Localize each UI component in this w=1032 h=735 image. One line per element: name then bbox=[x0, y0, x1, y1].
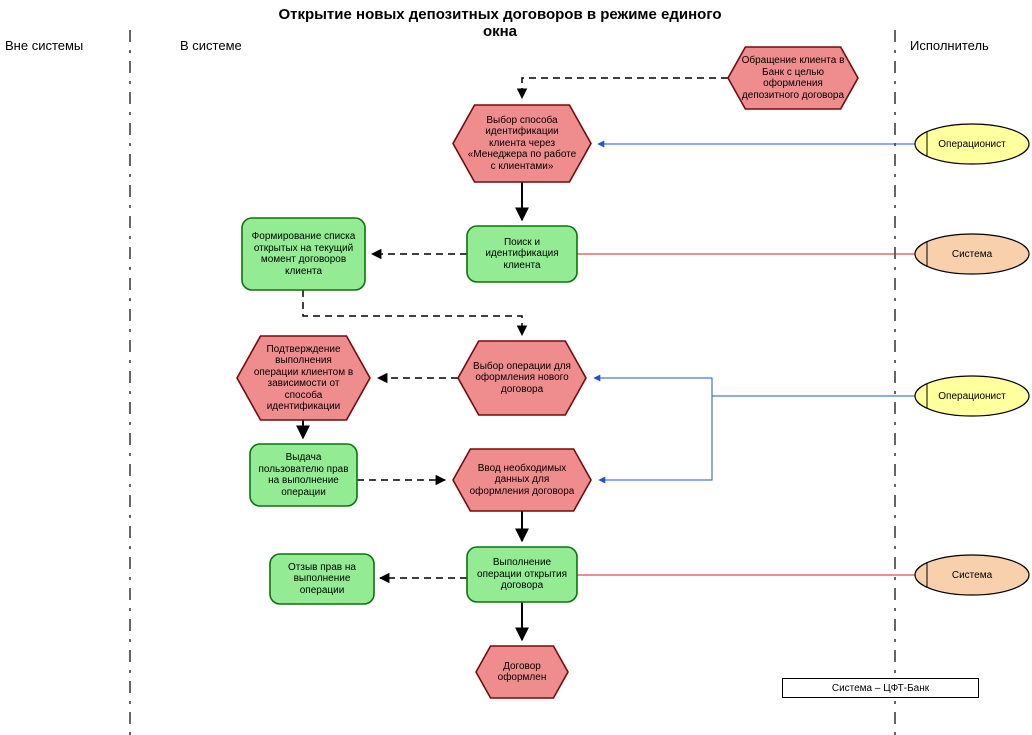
edge-pe3a bbox=[594, 378, 915, 396]
performer-p_sys1 bbox=[915, 234, 1029, 274]
node-n_choose_op bbox=[458, 341, 586, 415]
node-n_search_id bbox=[467, 226, 577, 282]
performer-p_sys2 bbox=[915, 555, 1029, 595]
footer-system-label: Система – ЦФТ-Банк bbox=[782, 678, 979, 698]
node-n_grant_rights bbox=[250, 444, 357, 506]
node-n_done bbox=[476, 646, 568, 698]
node-n_form_list bbox=[242, 218, 365, 290]
edge-e4 bbox=[303, 290, 522, 335]
node-n_input_data bbox=[453, 449, 591, 511]
flowchart-canvas: Открытие новых депозитных договоров в ре… bbox=[0, 0, 1032, 735]
edge-pe3b bbox=[599, 396, 712, 480]
node-n_confirm bbox=[237, 336, 370, 420]
svg-layer bbox=[0, 0, 1032, 735]
performer-p_op1 bbox=[915, 124, 1029, 164]
node-n_execute bbox=[467, 547, 577, 602]
edge-e1 bbox=[522, 78, 728, 98]
node-n_choose_id bbox=[453, 105, 591, 182]
node-n_revoke_rights bbox=[270, 554, 374, 604]
performer-p_op2 bbox=[915, 376, 1029, 416]
node-n_client_appeal bbox=[728, 47, 858, 109]
